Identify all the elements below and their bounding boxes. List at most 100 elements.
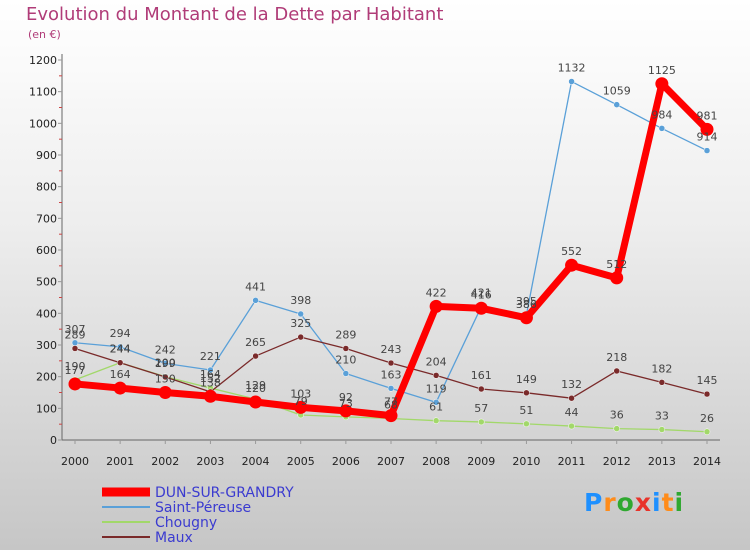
y-tick-label: 1000: [29, 117, 57, 130]
data-label: 77: [384, 396, 398, 409]
data-label: 218: [606, 351, 627, 364]
data-label: 79: [294, 395, 308, 408]
data-point: [700, 122, 714, 136]
data-label: 44: [565, 406, 579, 419]
data-label: 221: [200, 350, 221, 363]
data-point: [432, 417, 440, 424]
x-tick-label: 2007: [377, 455, 405, 468]
data-label: 120: [245, 382, 266, 395]
data-point: [474, 301, 488, 315]
y-tick-label: 100: [36, 402, 57, 415]
data-point: [252, 297, 259, 304]
data-point: [116, 359, 124, 366]
data-point: [71, 345, 79, 352]
chart-subtitle: (en €): [28, 28, 61, 41]
data-point: [113, 381, 127, 395]
data-label: 914: [697, 131, 718, 144]
data-point: [158, 386, 172, 399]
data-label: 138: [200, 376, 221, 389]
data-point: [384, 409, 398, 423]
data-label: 73: [339, 397, 353, 410]
data-label: 33: [655, 410, 669, 423]
data-point: [432, 399, 440, 406]
data-label: 164: [200, 368, 221, 381]
logo-letter: i: [652, 488, 662, 517]
data-point: [523, 420, 530, 428]
y-tick-label: 400: [36, 307, 57, 320]
data-label: 512: [606, 258, 627, 271]
data-point: [613, 367, 620, 375]
data-label: 244: [110, 343, 131, 356]
data-point: [519, 311, 533, 325]
data-label: 200: [155, 357, 176, 370]
data-point: [478, 385, 485, 393]
y-tick-label: 600: [36, 244, 57, 257]
data-label: 36: [610, 409, 624, 422]
data-label: 119: [426, 382, 447, 395]
logo-letter: t: [661, 488, 675, 517]
data-label: 981: [697, 109, 718, 122]
x-tick-label: 2010: [512, 455, 540, 468]
data-label: 161: [471, 369, 492, 382]
data-label: 552: [561, 245, 582, 258]
x-tick-label: 2005: [287, 455, 315, 468]
data-label: 51: [519, 404, 533, 417]
data-label: 984: [651, 108, 672, 121]
data-point: [68, 377, 82, 391]
x-tick-label: 2002: [151, 455, 179, 468]
data-point: [658, 426, 666, 433]
data-label: 422: [426, 286, 447, 299]
legend-label: Maux: [155, 530, 193, 546]
data-label: 149: [516, 373, 537, 386]
data-point: [387, 359, 395, 367]
data-point: [203, 389, 217, 403]
data-point: [162, 373, 169, 381]
data-point: [162, 360, 169, 367]
data-point: [116, 343, 124, 351]
data-label: 242: [155, 343, 176, 356]
data-label: 68: [384, 398, 398, 411]
data-label: 150: [155, 373, 176, 386]
x-tick-label: 2014: [693, 455, 721, 468]
y-tick-label: 300: [36, 339, 57, 352]
legend-label: Chougny: [155, 515, 217, 531]
chart-title: Evolution du Montant de la Dette par Hab…: [26, 4, 444, 25]
data-point: [568, 78, 575, 85]
data-label: 129: [245, 379, 266, 392]
data-label: 1132: [558, 62, 586, 75]
y-tick-label: 900: [36, 149, 57, 162]
x-tick-label: 2012: [603, 455, 631, 468]
data-point: [703, 147, 711, 154]
data-label: 1059: [603, 85, 631, 98]
data-point: [568, 422, 575, 430]
data-point: [703, 390, 711, 398]
legend-label: Saint-Péreuse: [155, 500, 251, 516]
data-point: [297, 310, 304, 318]
data-label: 416: [471, 288, 492, 301]
x-tick-label: 2011: [558, 455, 586, 468]
data-label: 421: [471, 287, 492, 300]
logo-letter: P: [584, 488, 604, 517]
data-label: 145: [697, 374, 718, 387]
data-point: [339, 404, 353, 418]
x-tick-label: 2009: [467, 455, 495, 468]
data-point: [429, 299, 443, 313]
data-label: 204: [426, 355, 447, 368]
data-point: [613, 425, 620, 432]
data-label: 244: [110, 343, 131, 356]
data-point: [207, 366, 214, 374]
data-point: [387, 385, 395, 392]
data-label: 289: [65, 328, 86, 341]
data-point: [294, 400, 308, 414]
x-tick-label: 2006: [332, 455, 360, 468]
data-label: 395: [516, 295, 537, 308]
data-point: [565, 258, 579, 272]
data-label: 152: [200, 372, 221, 385]
data-label: 132: [561, 378, 582, 391]
y-tick-label: 1200: [29, 54, 57, 67]
data-label: 243: [381, 343, 402, 356]
data-point: [249, 395, 263, 409]
data-point: [658, 125, 666, 132]
